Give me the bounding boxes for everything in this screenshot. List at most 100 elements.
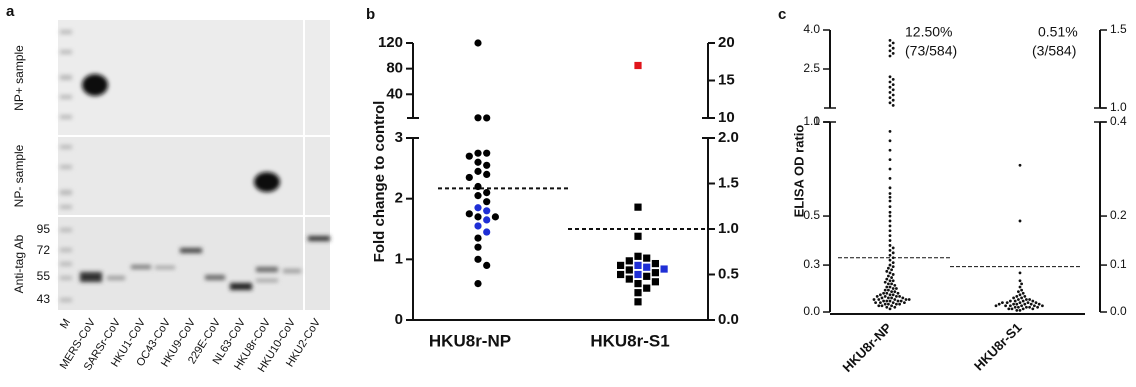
x-tick-label: HKU8r-NP xyxy=(429,331,511,350)
point xyxy=(474,183,481,190)
point xyxy=(474,222,481,229)
point xyxy=(1022,307,1025,310)
point xyxy=(1019,286,1022,289)
point xyxy=(889,300,892,303)
point xyxy=(889,186,892,189)
tick-label: 10 xyxy=(718,109,735,126)
point xyxy=(1019,271,1022,274)
point xyxy=(890,282,893,285)
point xyxy=(887,275,890,278)
point xyxy=(892,279,895,282)
point xyxy=(885,286,888,289)
marker-label: 43 xyxy=(37,292,51,306)
point xyxy=(881,304,884,307)
point xyxy=(483,228,490,235)
point xyxy=(634,62,641,69)
point xyxy=(1035,301,1038,304)
point xyxy=(889,205,892,208)
point xyxy=(1019,164,1022,167)
point xyxy=(889,96,892,99)
tick-label: 1.0 xyxy=(803,114,820,128)
tick-label: 3 xyxy=(395,129,403,146)
point xyxy=(1036,306,1039,309)
point xyxy=(892,94,895,97)
point xyxy=(1019,293,1022,296)
point xyxy=(474,244,481,251)
point xyxy=(892,293,895,296)
point xyxy=(1025,298,1028,301)
point xyxy=(1041,304,1044,307)
point xyxy=(652,269,659,276)
point xyxy=(1012,303,1015,306)
point xyxy=(892,104,895,107)
point xyxy=(652,260,659,267)
point xyxy=(1019,309,1022,312)
point xyxy=(626,257,633,264)
point xyxy=(908,298,911,301)
point xyxy=(483,207,490,214)
point xyxy=(889,86,892,89)
point xyxy=(634,280,641,287)
point xyxy=(1011,307,1014,310)
point xyxy=(1028,298,1031,301)
point xyxy=(617,271,624,278)
point xyxy=(1030,303,1033,306)
point xyxy=(889,244,892,247)
point xyxy=(892,256,895,259)
point xyxy=(643,255,650,262)
point xyxy=(889,254,892,257)
tick-label: 0.2 xyxy=(1110,208,1127,222)
point xyxy=(890,304,893,307)
point xyxy=(474,256,481,263)
point xyxy=(885,278,888,281)
point xyxy=(889,249,892,252)
marker-label: 55 xyxy=(37,269,51,283)
point xyxy=(889,220,892,223)
point xyxy=(887,297,890,300)
tick-label: 2 xyxy=(395,190,403,207)
point xyxy=(885,270,888,273)
point xyxy=(1022,292,1025,295)
point xyxy=(474,280,481,287)
point xyxy=(1019,301,1022,304)
point xyxy=(892,301,895,304)
point xyxy=(890,290,893,293)
point xyxy=(1001,301,1004,304)
point xyxy=(889,81,892,84)
point xyxy=(1031,300,1034,303)
point xyxy=(901,297,904,300)
point xyxy=(634,298,641,305)
point xyxy=(879,293,882,296)
point xyxy=(889,293,892,296)
tick-label: 0.0 xyxy=(718,311,739,328)
point xyxy=(898,295,901,298)
point xyxy=(889,215,892,218)
point xyxy=(889,211,892,214)
point xyxy=(626,266,633,273)
point xyxy=(892,47,895,50)
tick-label: 15 xyxy=(718,71,735,88)
point xyxy=(466,153,473,160)
point xyxy=(474,192,481,199)
point xyxy=(879,301,882,304)
point xyxy=(634,271,641,278)
point xyxy=(890,297,893,300)
point xyxy=(483,150,490,157)
point xyxy=(890,268,893,271)
annotation: (3/584) xyxy=(1032,43,1076,59)
point xyxy=(893,298,896,301)
point xyxy=(884,295,887,298)
point xyxy=(897,300,900,303)
tick-label: 1.0 xyxy=(718,220,739,237)
point xyxy=(466,210,473,217)
point xyxy=(892,261,895,264)
point xyxy=(889,177,892,180)
point xyxy=(889,271,892,274)
point xyxy=(892,247,895,250)
point xyxy=(889,158,892,161)
y-axis-label: ELISA OD ratio xyxy=(791,125,806,218)
point xyxy=(889,234,892,237)
point xyxy=(892,273,895,276)
point xyxy=(1019,279,1022,282)
